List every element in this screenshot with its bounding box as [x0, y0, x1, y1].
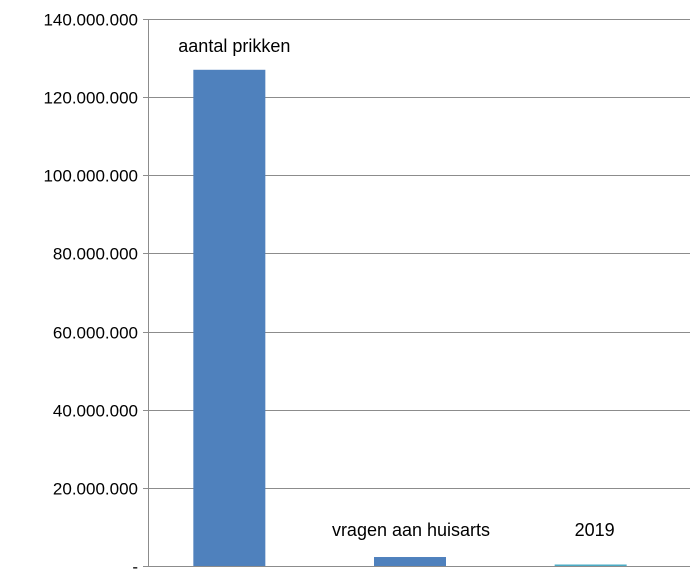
y-tick-label: - [132, 558, 138, 577]
y-tick-label: 60.000.000 [53, 324, 138, 343]
bar [554, 564, 627, 566]
y-tick-label: 120.000.000 [43, 89, 138, 108]
y-tick-label: 40.000.000 [53, 402, 138, 421]
y-tick-label: 20.000.000 [53, 480, 138, 499]
y-tick-label: 80.000.000 [53, 245, 138, 264]
y-tick-labels: - 20.000.000 40.000.000 60.000.000 80.000.00… [43, 11, 138, 577]
y-tick-label: 100.000.000 [43, 167, 138, 186]
bar-data-label: 2019 [575, 520, 615, 540]
bars [193, 69, 627, 567]
bar [374, 557, 446, 566]
bar-data-label: vragen aan huisarts [332, 520, 490, 540]
bar-labels: aantal prikken vragen aan huisarts 2019 [178, 36, 614, 540]
y-tick-label: 140.000.000 [43, 11, 138, 30]
bar [193, 69, 266, 567]
axes [143, 19, 149, 567]
bar-data-label: aantal prikken [178, 36, 290, 56]
